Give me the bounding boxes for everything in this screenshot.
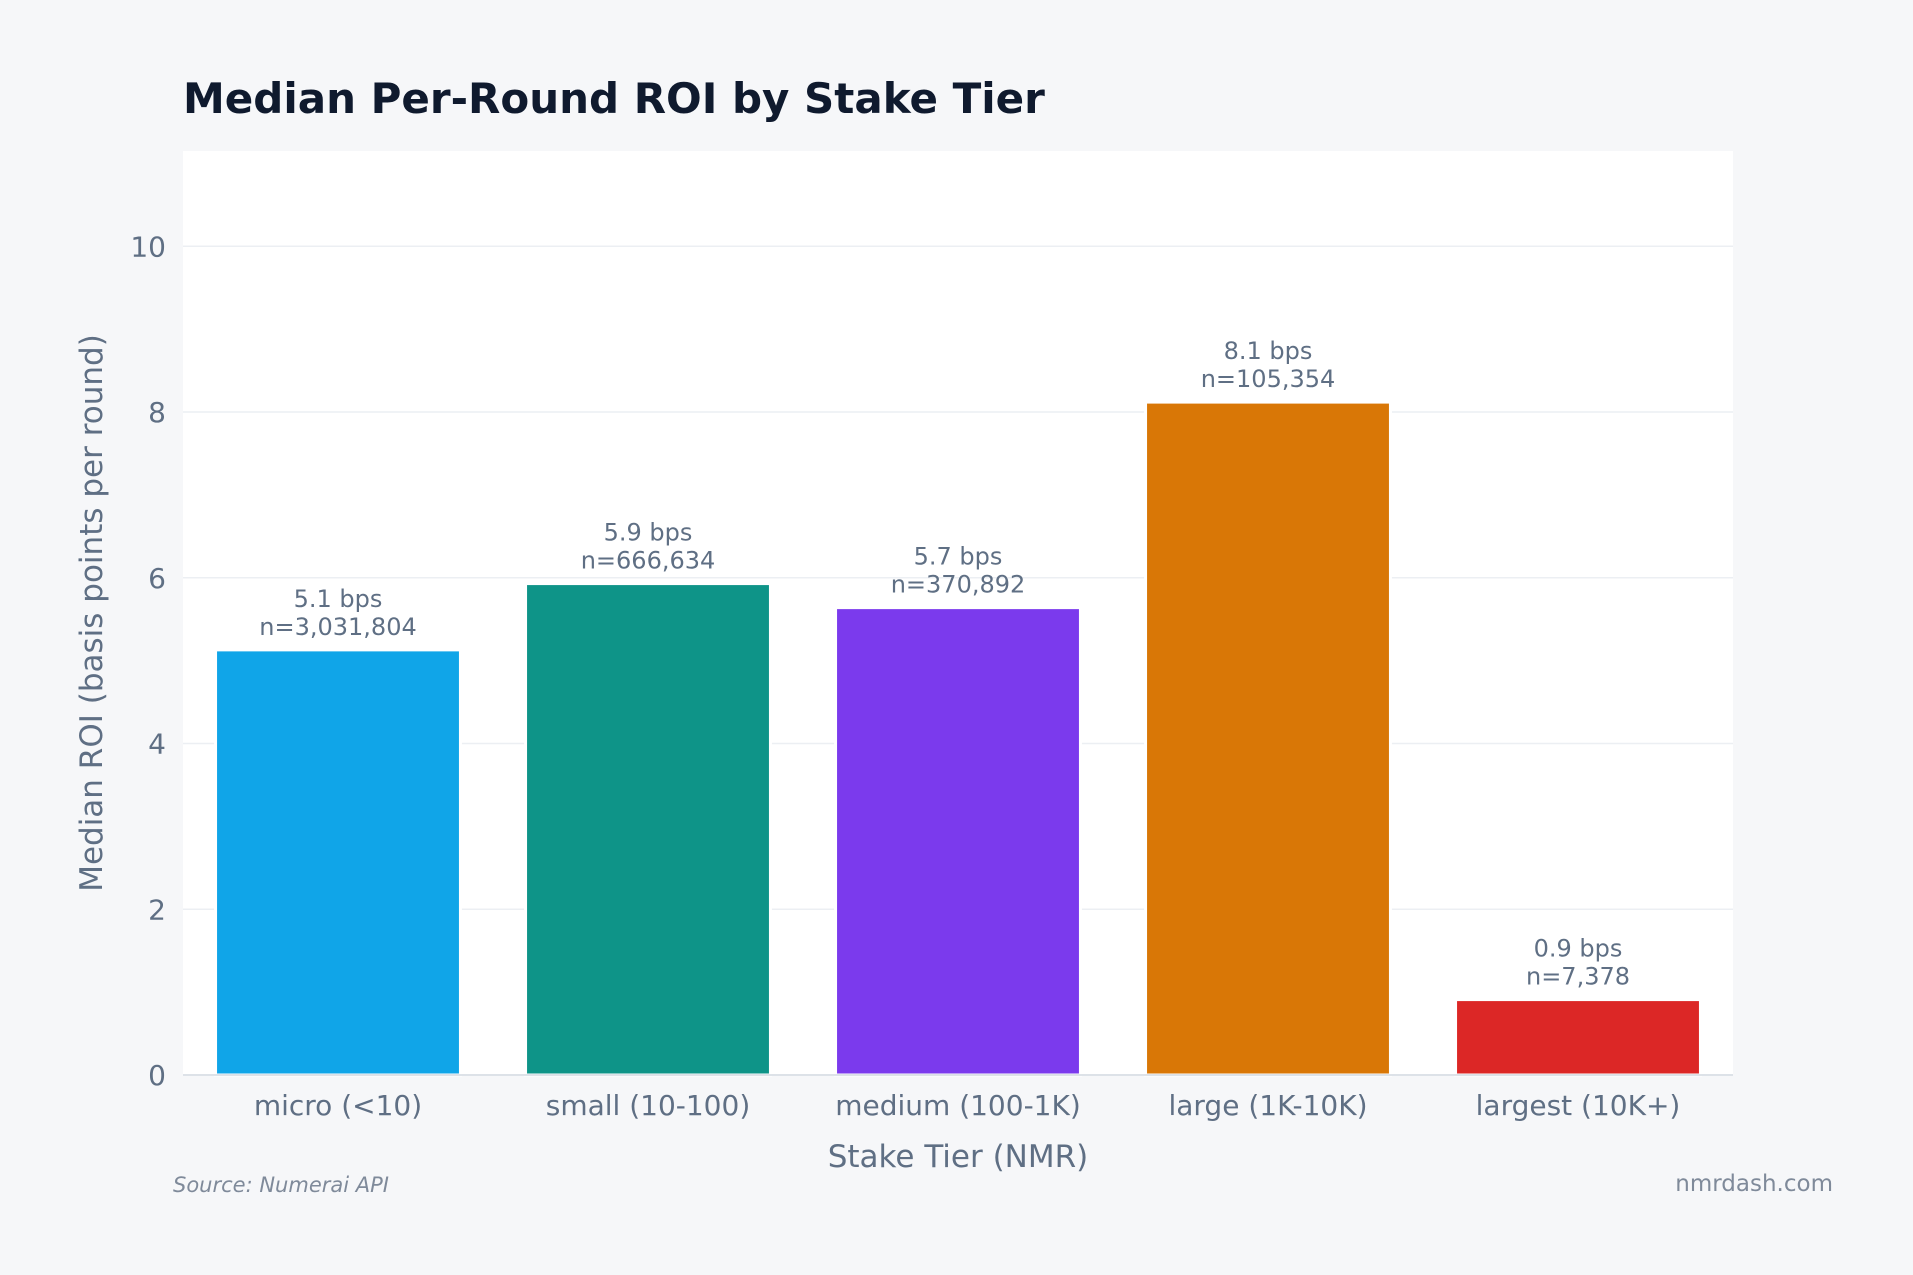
bar-value-label: 0.9 bps — [1534, 935, 1623, 963]
x-axis-ticks: micro (<10) small (10-100) medium (100-1K)… — [254, 1089, 1681, 1122]
bar-count-label: n=105,354 — [1201, 365, 1336, 393]
bar — [1454, 998, 1702, 1077]
brand-watermark: nmrdash.com — [1675, 1171, 1833, 1197]
source-note: Source: Numerai API — [173, 1173, 389, 1197]
bar — [1144, 400, 1392, 1077]
x-axis-label: Stake Tier (NMR) — [828, 1139, 1089, 1175]
bar — [214, 648, 462, 1077]
x-tick-label: medium (100-1K) — [835, 1089, 1081, 1122]
bars — [214, 400, 1702, 1077]
bar-count-label: n=370,892 — [891, 571, 1026, 599]
x-tick-label: micro (<10) — [254, 1089, 422, 1122]
y-tick-label: 8 — [148, 396, 166, 429]
y-axis-ticks: 0 2 4 6 8 10 — [130, 230, 166, 1092]
bar — [524, 582, 772, 1077]
y-tick-label: 2 — [148, 893, 166, 926]
bar-count-label: n=3,031,804 — [259, 613, 416, 641]
y-tick-label: 0 — [148, 1059, 166, 1092]
y-axis-label: Median ROI (basis points per round) — [74, 334, 110, 892]
x-tick-label: largest (10K+) — [1476, 1089, 1681, 1122]
x-tick-label: large (1K-10K) — [1168, 1089, 1367, 1122]
x-tick-label: small (10-100) — [546, 1089, 751, 1122]
bar — [834, 606, 1082, 1077]
bar-count-label: n=7,378 — [1526, 963, 1630, 991]
y-tick-label: 4 — [148, 728, 166, 761]
y-tick-label: 6 — [148, 562, 166, 595]
y-tick-label: 10 — [130, 230, 166, 263]
bar-value-label: 5.9 bps — [604, 519, 693, 547]
bar-value-label: 5.7 bps — [914, 543, 1003, 571]
bar-value-label: 8.1 bps — [1224, 337, 1313, 365]
bar-count-label: n=666,634 — [581, 547, 716, 575]
bar-value-label: 5.1 bps — [294, 585, 383, 613]
chart-title: Median Per-Round ROI by Stake Tier — [183, 74, 1045, 123]
